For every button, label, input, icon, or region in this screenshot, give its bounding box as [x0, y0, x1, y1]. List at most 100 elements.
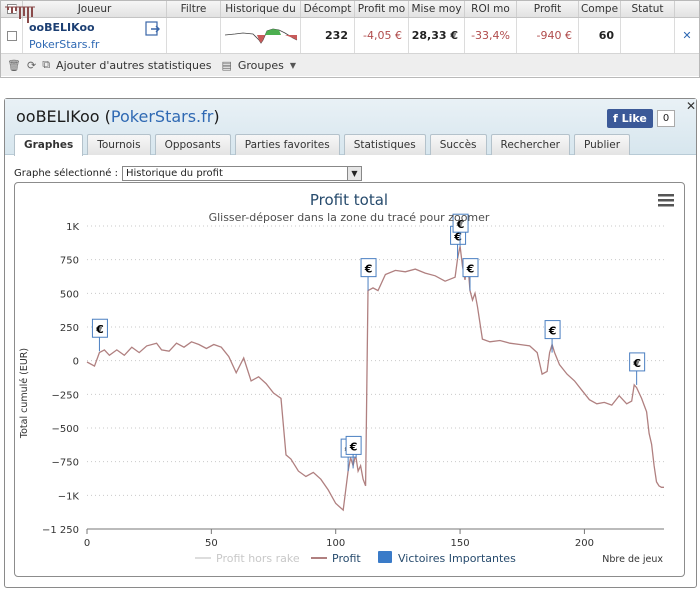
fb-like-count: 0	[656, 110, 676, 127]
victory-flag[interactable]: €	[544, 320, 561, 353]
col-joueur[interactable]: Joueur	[23, 1, 167, 17]
popup-header: ooBELIKoo (PokerStars.fr) f Like 0 ✕ Gra…	[5, 99, 697, 156]
victory-flag[interactable]: €	[91, 318, 108, 352]
groups-icon[interactable]: ▤	[221, 58, 232, 72]
competences-value: 60	[579, 18, 621, 53]
y-tick-label: 750	[60, 256, 79, 267]
victory-flag[interactable]: €	[360, 258, 377, 291]
table-header: Joueur Filtre Historique du Décompt Prof…	[1, 1, 699, 18]
tab-opposants[interactable]: Opposants	[154, 134, 231, 155]
filter-cell[interactable]	[167, 18, 221, 53]
y-tick-label: −1 250	[42, 525, 79, 536]
groups-button[interactable]: Groupes	[237, 58, 284, 72]
graph-selector-label: Graphe sélectionné :	[14, 168, 118, 179]
status-bars	[5, 6, 675, 53]
close-icon[interactable]: ✕	[682, 29, 692, 42]
graph-select-value: Historique du profit	[126, 168, 223, 179]
chart-container: 1K 750 500 250 0 −250 −500 −750 −1K −1 250 0 50 100…	[14, 182, 685, 577]
graph-select[interactable]: Historique du profit ▼	[122, 166, 362, 181]
chart-menu-icon[interactable]	[658, 194, 674, 207]
tab-tournois[interactable]: Tournois	[87, 134, 151, 155]
refresh-icon[interactable]: ⟳	[26, 58, 37, 72]
row-checkbox[interactable]	[6, 30, 17, 41]
profit-chart[interactable]: 1K 750 500 250 0 −250 −500 −750 −1K −1 250 0 50 100…	[15, 183, 684, 576]
col-competences[interactable]: Compe	[579, 1, 621, 17]
tab-rechercher[interactable]: Rechercher	[490, 134, 570, 155]
y-tick-label: 500	[60, 289, 79, 300]
open-profile-icon[interactable]	[145, 21, 161, 37]
x-tick-label: 100	[326, 538, 345, 549]
col-profit-moyen[interactable]: Profit mo	[355, 1, 409, 17]
player-site[interactable]: PokerStars.fr	[29, 37, 100, 51]
popup-tabs: Graphes Tournois Opposants Parties favor…	[14, 134, 634, 156]
tab-statistiques[interactable]: Statistiques	[343, 134, 426, 155]
row-checkbox-cell[interactable]	[1, 18, 23, 53]
victory-flag[interactable]: €	[345, 435, 362, 469]
legend-item[interactable]: Profit	[311, 552, 361, 565]
legend-item[interactable]: Profit hors rake	[195, 552, 300, 565]
col-decompte[interactable]: Décompt	[301, 1, 355, 17]
fb-like-button[interactable]: f Like	[607, 109, 653, 128]
victory-flag[interactable]: €	[629, 352, 646, 385]
history-sparkline	[221, 18, 301, 53]
flag-label: €	[456, 218, 465, 231]
col-extra	[675, 1, 699, 17]
y-tick-label: 0	[73, 357, 79, 368]
profit-value: -940 €	[517, 18, 579, 53]
add-stats-icon[interactable]: ⧉	[42, 58, 51, 71]
victory-flag[interactable]: €	[452, 213, 469, 247]
x-axis-label: Nbre de jeux	[602, 554, 663, 565]
roi-moyen-value: -33,4%	[465, 18, 517, 53]
y-tick-label: −750	[52, 458, 79, 469]
chart-title: Profit total	[310, 191, 388, 209]
player-popup: ooBELIKoo (PokerStars.fr) f Like 0 ✕ Gra…	[4, 98, 697, 588]
table-toolbar: 🗑 ⟳ ⧉ Ajouter d'autres statistiques ▤ Gr…	[1, 54, 699, 76]
flag-label: €	[364, 263, 373, 276]
trash-icon[interactable]: 🗑	[7, 58, 21, 72]
fb-like-label: Like	[621, 112, 647, 125]
tab-publier[interactable]: Publier	[573, 134, 631, 155]
y-axis-label: Total cumulé (EUR)	[19, 348, 30, 439]
chart-subtitle: Glisser-déposer dans la zone du tracé po…	[209, 211, 490, 224]
mise-moyenne-value: 28,33 €	[409, 18, 465, 53]
decompte-value: 232	[301, 18, 355, 53]
popup-site-link[interactable]: PokerStars.fr	[110, 107, 214, 126]
col-profit[interactable]: Profit	[517, 1, 579, 17]
player-name[interactable]: ooBELIKoo	[29, 20, 95, 34]
profit-moyen-value: -4,05 €	[355, 18, 409, 53]
y-ticks: 1K 750 500 250 0 −250 −500 −750 −1K −1 250	[42, 222, 79, 536]
chart-legend[interactable]: Profit hors rake Profit Victoires Importan…	[195, 551, 516, 565]
table-row[interactable]: ooBELIKoo PokerStars.fr 232 -4,05 € 28,3…	[1, 6, 699, 54]
chevron-down-icon[interactable]: ▼	[347, 167, 361, 180]
victory-flag[interactable]: €	[462, 258, 479, 291]
legend-label: Victoires Importantes	[398, 552, 516, 565]
close-icon[interactable]: ✕	[686, 99, 697, 113]
col-roi-moyen[interactable]: ROI mo	[465, 1, 517, 17]
flag-label: €	[632, 357, 641, 370]
row-remove[interactable]: ✕	[675, 18, 699, 53]
graph-selector: Graphe sélectionné : Historique du profi…	[14, 166, 362, 181]
legend-label: Profit	[332, 552, 361, 565]
x-tick-label: 50	[205, 538, 218, 549]
flag-label: €	[453, 230, 462, 243]
col-filtre[interactable]: Filtre	[167, 1, 221, 17]
col-mise-moyenne[interactable]: Mise moy	[409, 1, 465, 17]
popup-player-name: ooBELIKoo	[16, 107, 100, 126]
y-tick-label: 250	[60, 323, 79, 334]
tab-graphes[interactable]: Graphes	[14, 134, 84, 156]
y-tick-label: −250	[52, 390, 79, 401]
flag-label: €	[95, 323, 104, 336]
legend-item[interactable]: Victoires Importantes	[378, 551, 516, 565]
fb-like[interactable]: f Like 0	[607, 109, 676, 128]
chevron-down-icon[interactable]: ▼	[289, 60, 297, 70]
player-cell[interactable]: ooBELIKoo PokerStars.fr	[23, 18, 167, 53]
tab-succes[interactable]: Succès	[429, 134, 487, 155]
col-statut[interactable]: Statut	[621, 1, 675, 17]
victory-flags: €€€€€€€€€	[91, 213, 646, 472]
legend-label: Profit hors rake	[216, 552, 300, 565]
add-stats-link[interactable]: Ajouter d'autres statistiques	[56, 58, 212, 72]
popup-title: ooBELIKoo (PokerStars.fr)	[16, 107, 220, 126]
tab-parties-favorites[interactable]: Parties favorites	[234, 134, 340, 155]
series-profit-line	[86, 246, 664, 512]
col-historique[interactable]: Historique du	[221, 1, 301, 17]
